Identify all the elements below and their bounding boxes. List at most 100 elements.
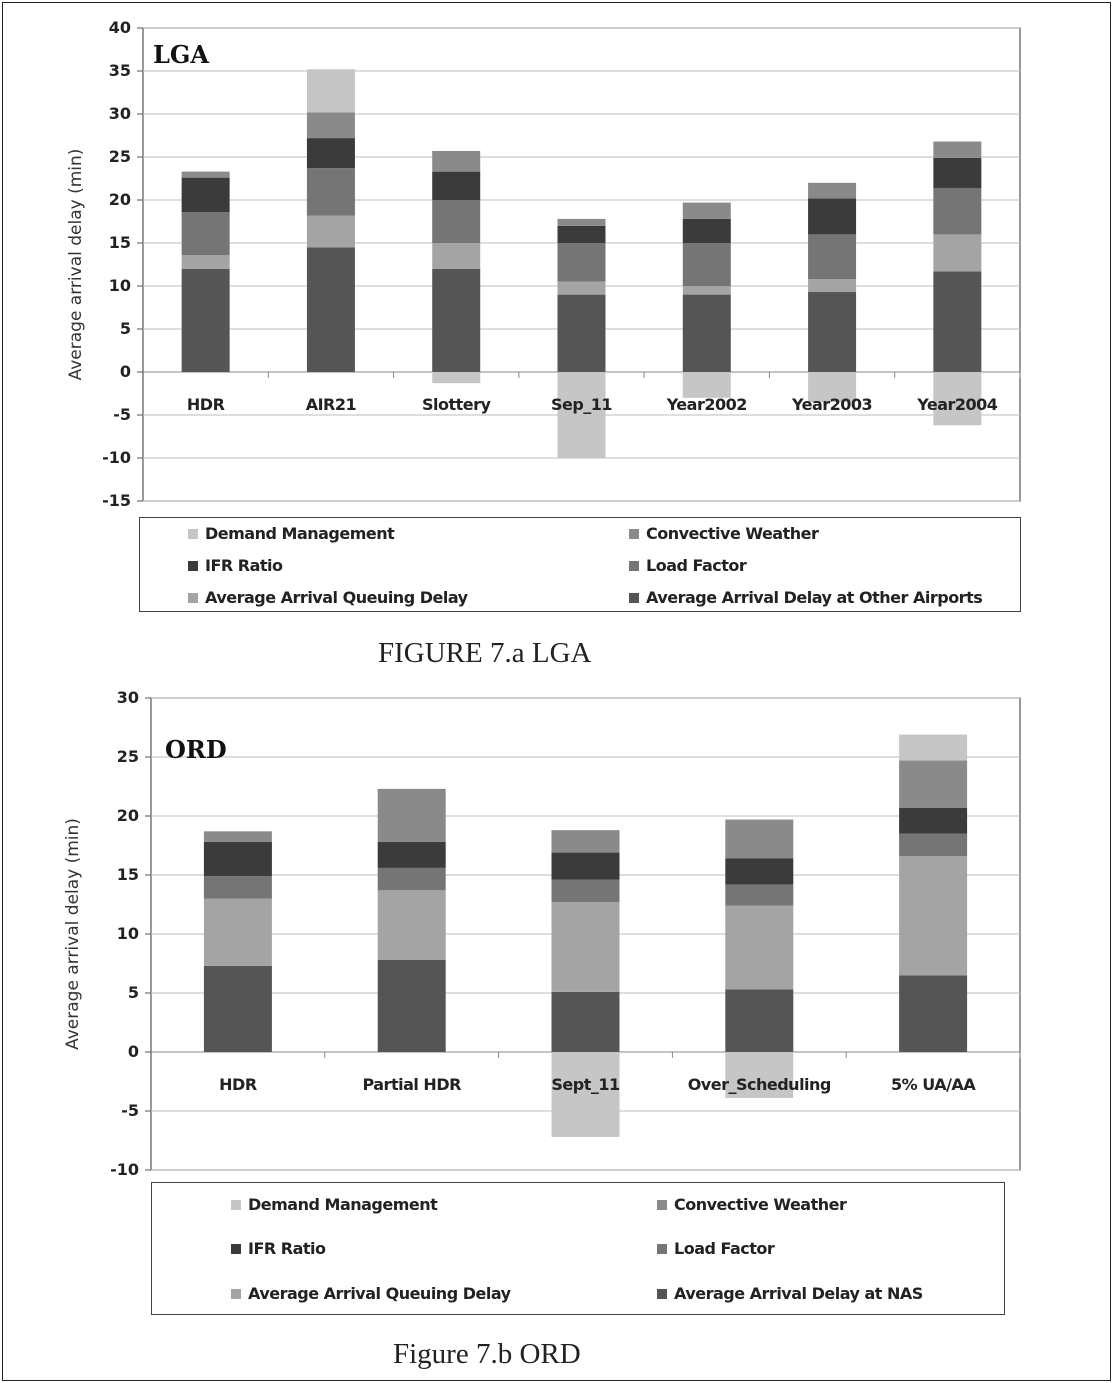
bar-segment <box>933 141 982 158</box>
bar-segment <box>899 807 968 834</box>
category-label: HDR <box>187 395 225 414</box>
y-tick-label: -10 <box>102 448 131 467</box>
bar-segment <box>306 112 355 139</box>
category-label: 5% UA/AA <box>891 1075 976 1094</box>
bar-segment <box>557 225 606 243</box>
y-tick-label: 5 <box>120 319 131 338</box>
bar-segment <box>933 234 982 272</box>
bar-segment <box>203 841 272 877</box>
legend-item: Demand Management <box>231 1195 438 1214</box>
legend-item: Load Factor <box>629 556 747 575</box>
bar-segment <box>933 372 982 426</box>
bar-segment <box>377 841 446 868</box>
bar-segment <box>557 294 606 372</box>
y-tick-label: 5 <box>128 983 139 1002</box>
bar-segment <box>377 959 446 1052</box>
bar-segment <box>551 991 620 1052</box>
y-tick-label: -5 <box>113 405 131 424</box>
bar-segment <box>203 876 272 899</box>
legend-swatch <box>657 1243 667 1254</box>
bar-segment <box>181 177 230 213</box>
category-label: Slottery <box>422 395 492 414</box>
legend-label: Demand Management <box>205 524 395 543</box>
y-tick-label: 40 <box>109 18 131 37</box>
legend-label: Demand Management <box>248 1195 438 1214</box>
category-label: HDR <box>219 1075 257 1094</box>
legend-swatch <box>629 560 639 571</box>
legend-swatch <box>188 560 198 571</box>
legend-item: Average Arrival Queuing Delay <box>231 1284 511 1303</box>
category-label: Sept_11 <box>551 1075 620 1094</box>
legend-swatch <box>629 528 639 539</box>
bar-segment <box>551 1052 620 1137</box>
y-tick-label: -10 <box>110 1160 139 1179</box>
bar-segment <box>551 879 620 903</box>
y-tick-label: -15 <box>102 491 131 510</box>
y-tick-label: 25 <box>117 747 139 766</box>
legend-item: Average Arrival Queuing Delay <box>188 588 468 607</box>
bar-segment <box>377 788 446 842</box>
legend-item: Convective Weather <box>629 524 819 543</box>
bar-segment <box>306 247 355 372</box>
bar-segment <box>899 975 968 1052</box>
y-tick-label: 10 <box>109 276 131 295</box>
legend-swatch <box>657 1199 667 1210</box>
bar-segment <box>432 268 481 372</box>
bar-segment <box>808 372 857 403</box>
legend-swatch <box>629 592 639 603</box>
legend-label: Average Arrival Delay at Other Airports <box>646 588 983 607</box>
legend-swatch <box>231 1243 241 1254</box>
bar-segment <box>899 760 968 808</box>
y-tick-label: 15 <box>109 233 131 252</box>
legend-label: Average Arrival Queuing Delay <box>248 1284 511 1303</box>
bar-segment <box>181 212 230 256</box>
bar-segment <box>377 867 446 891</box>
bar-segment <box>557 243 606 282</box>
lga-chart: 40 35 30 25 20 15 10 5 0 -5 -10 -15 Average arrival … <box>66 18 1021 510</box>
chart-title: LGA <box>153 40 209 69</box>
legend-swatch <box>188 528 198 539</box>
y-axis-label: Average arrival delay (min) <box>63 818 83 1050</box>
legend-item: Average Arrival Delay at Other Airports <box>629 588 983 607</box>
category-label: Over_Scheduling <box>688 1075 831 1094</box>
bar-segment <box>808 182 857 199</box>
bar-segment <box>432 372 481 384</box>
bar-segment <box>808 198 857 235</box>
legend-label: IFR Ratio <box>205 556 283 575</box>
legend-label: Average Arrival Queuing Delay <box>205 588 468 607</box>
figure-caption: Figure 7.b ORD <box>393 1338 581 1370</box>
bar-segment <box>899 734 968 761</box>
bar-segment <box>306 69 355 113</box>
bar-segment <box>551 830 620 853</box>
legend-swatch <box>188 592 198 603</box>
y-tick-label: 30 <box>109 104 131 123</box>
y-tick-label: 10 <box>117 924 139 943</box>
ord-chart: 30 25 20 15 10 5 0 -5 -10 Average arrival delay (… <box>63 688 1021 1179</box>
bar-segment <box>725 1052 794 1099</box>
y-tick-label: 20 <box>109 190 131 209</box>
legend-label: Average Arrival Delay at NAS <box>674 1284 923 1303</box>
bar-segment <box>725 905 794 990</box>
category-label: Partial HDR <box>362 1075 461 1094</box>
bar-segment <box>682 294 731 372</box>
bar-segment <box>933 157 982 188</box>
bar-segment <box>306 215 355 248</box>
legend-label: Load Factor <box>674 1239 775 1258</box>
legend-item: IFR Ratio <box>188 556 283 575</box>
legend-item: Convective Weather <box>657 1195 847 1214</box>
bar-segment <box>551 852 620 880</box>
legend-swatch <box>657 1288 667 1299</box>
legend-label: Convective Weather <box>646 524 819 543</box>
chart-title: ORD <box>165 735 227 764</box>
bar-segment <box>725 989 794 1052</box>
legend-label: Convective Weather <box>674 1195 847 1214</box>
legend-label: Load Factor <box>646 556 747 575</box>
lga-legend: Demand Management IFR Ratio Average Arri… <box>139 517 1021 612</box>
bar-segment <box>933 271 982 372</box>
bar-segment <box>725 858 794 885</box>
bar-segment <box>725 884 794 906</box>
bar-segment <box>432 243 481 269</box>
bar-segment <box>682 286 731 295</box>
bar-segment <box>432 200 481 243</box>
bar-segment <box>808 279 857 293</box>
